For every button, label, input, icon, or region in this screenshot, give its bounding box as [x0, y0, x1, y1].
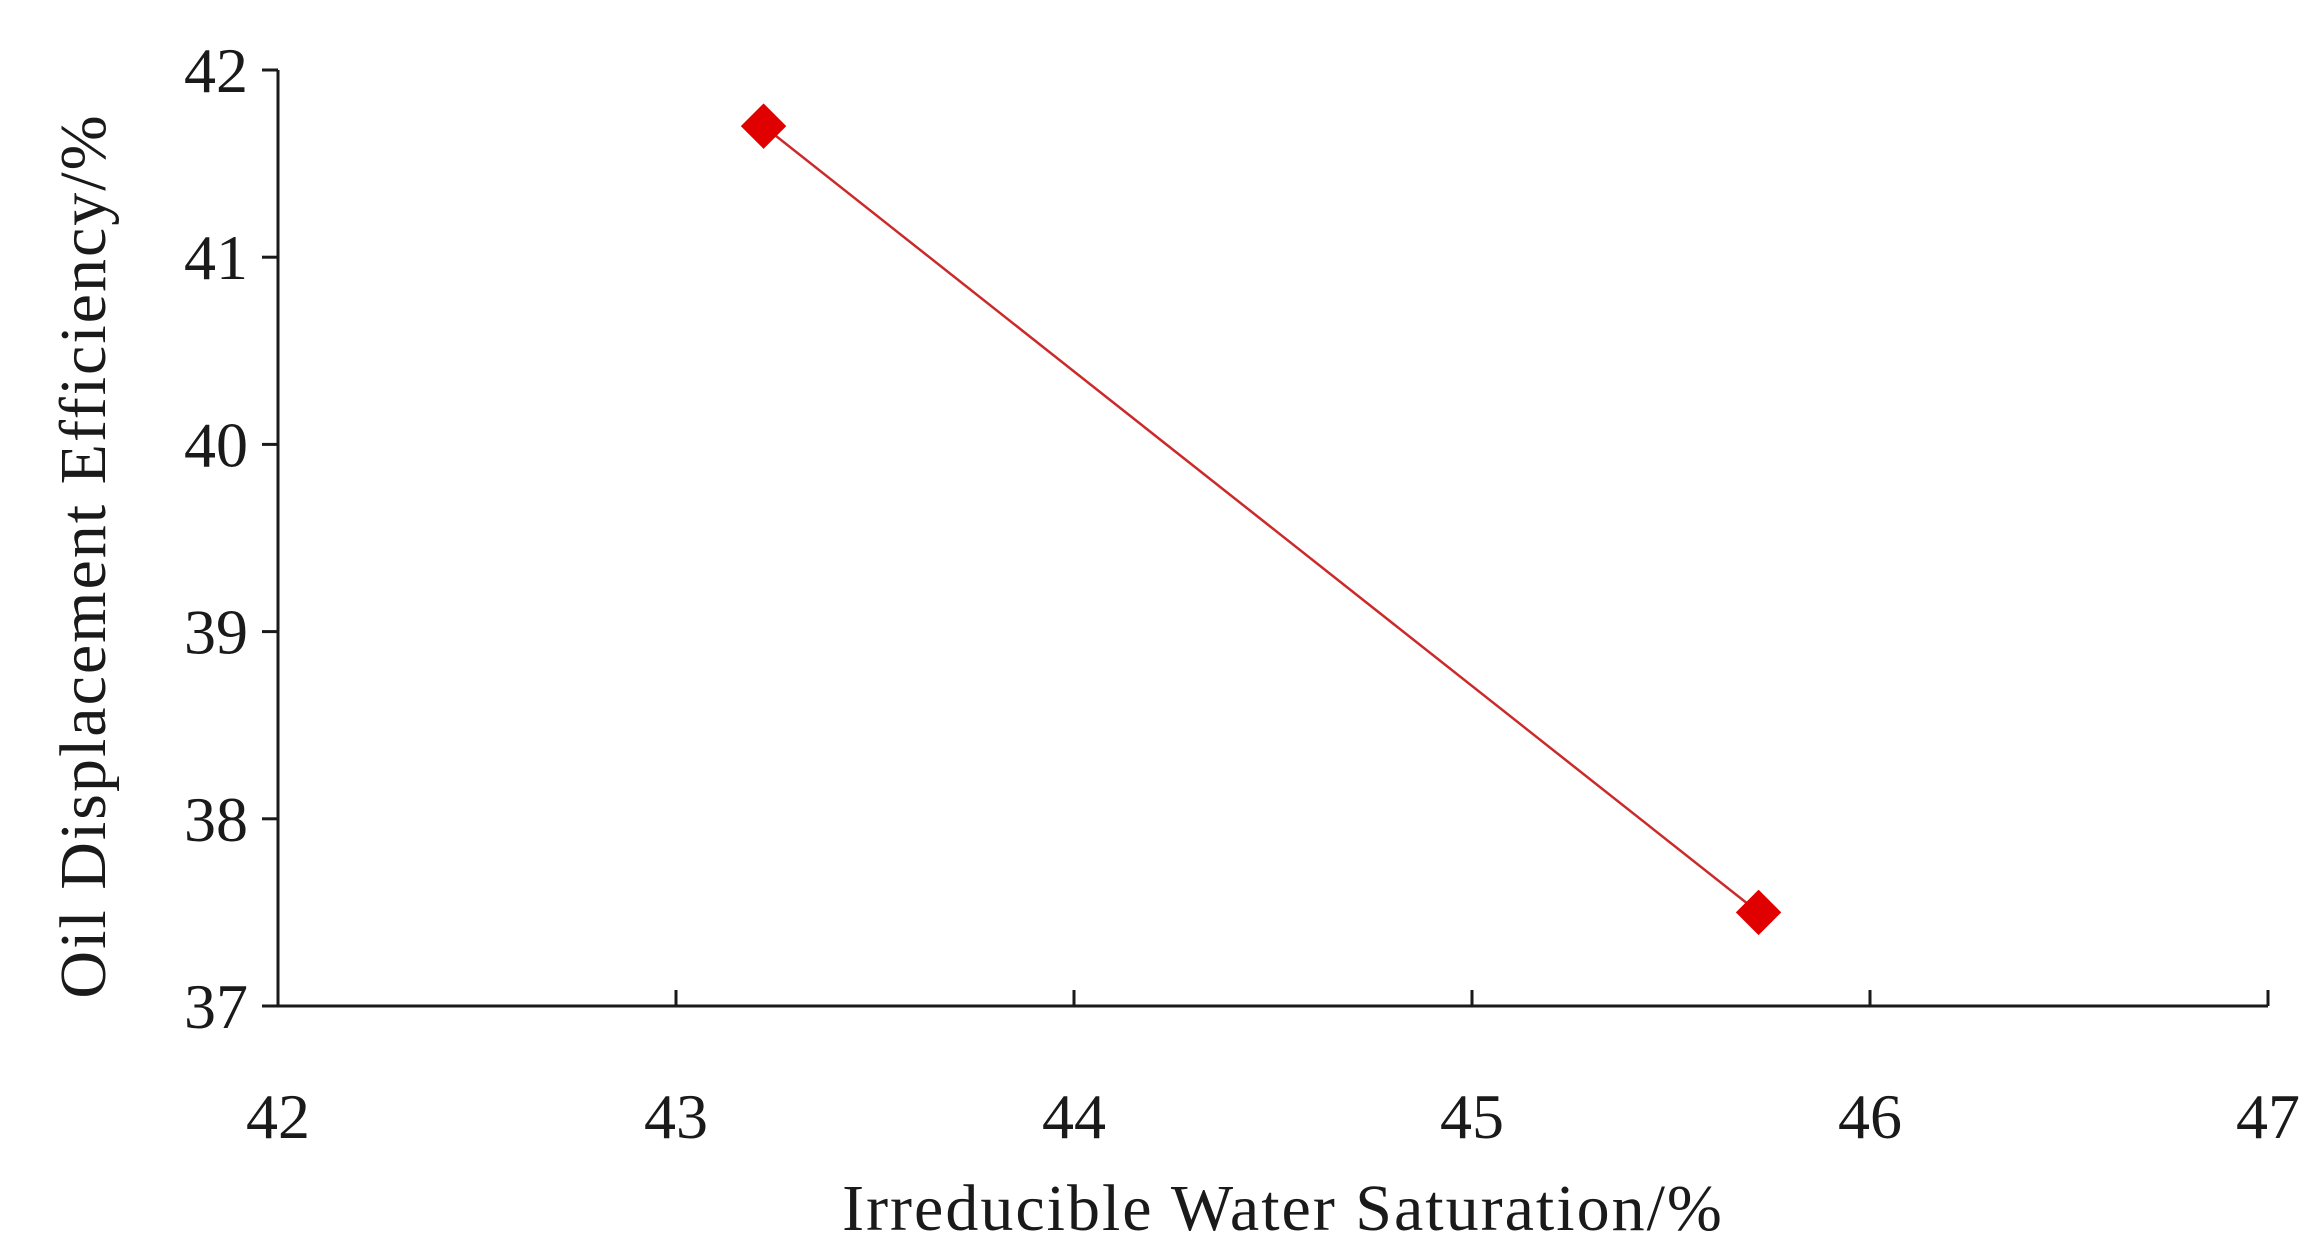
data-point-marker [1735, 889, 1782, 936]
data-point-marker [740, 103, 787, 149]
x-axis-title: Irreducible Water Saturation/% [842, 1172, 1724, 1245]
y-tick-label: 39 [184, 597, 248, 668]
y-tick-label: 41 [184, 222, 248, 293]
x-tick-label: 43 [644, 1081, 708, 1152]
x-ticks: 42 43 44 45 46 47 [246, 990, 2300, 1152]
y-ticks: 37 38 39 40 41 42 [184, 35, 278, 1042]
plot-area [740, 103, 1782, 936]
y-tick-label: 37 [184, 971, 248, 1042]
x-tick-label: 45 [1440, 1081, 1504, 1152]
y-tick-label: 40 [184, 409, 248, 480]
series-line [762, 125, 1760, 914]
y-tick-label: 38 [184, 784, 248, 855]
y-axis-title: Oil Displacement Efficiency/% [47, 113, 120, 998]
y-tick-label: 42 [184, 35, 248, 106]
x-tick-label: 42 [246, 1081, 310, 1152]
x-tick-label: 47 [2236, 1081, 2300, 1152]
axes: 37 38 39 40 41 42 42 43 44 45 46 47 [184, 35, 2300, 1152]
x-tick-label: 46 [1838, 1081, 1902, 1152]
x-tick-label: 44 [1042, 1081, 1106, 1152]
